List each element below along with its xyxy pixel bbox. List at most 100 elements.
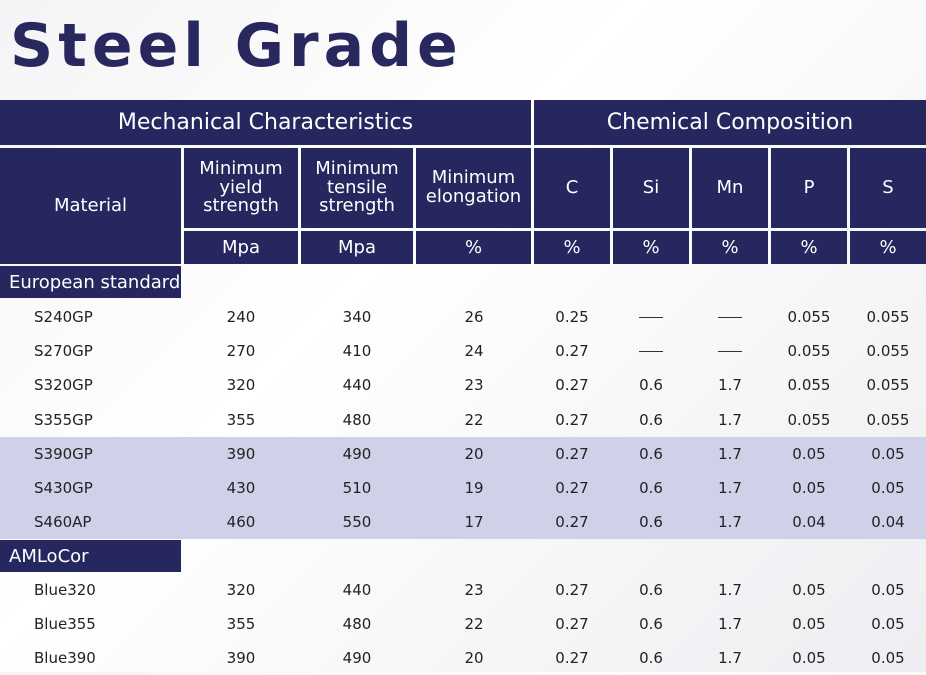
cell-elongation: 22 [464, 411, 484, 429]
cell-p: 0.05 [792, 445, 826, 463]
cell-si: 0.6 [639, 649, 663, 667]
cell-tensile: 550 [342, 513, 372, 531]
cell-c: 0.27 [555, 445, 589, 463]
cell-mn: 1.7 [718, 376, 742, 394]
cell-s: 0.04 [871, 513, 905, 531]
dash-mark [639, 316, 663, 318]
cell-s: 0.055 [866, 308, 910, 326]
cell-elongation: 23 [464, 376, 484, 394]
cell-s: 0.055 [866, 342, 910, 360]
table-row: Blue355 355 480 22 0.27 0.6 1.7 0.05 0.05 [0, 607, 926, 641]
table-row: Blue320 320 440 23 0.27 0.6 1.7 0.05 0.05 [0, 573, 926, 607]
cell-mn: 1.7 [718, 411, 742, 429]
cell-mn: 1.7 [718, 445, 742, 463]
cell-c: 0.27 [555, 615, 589, 633]
unit-mn: % [692, 231, 768, 264]
cell-s: 0.055 [866, 376, 910, 394]
cell-si-empty [611, 334, 691, 368]
cell-yield: 270 [226, 342, 256, 360]
cell-c: 0.25 [555, 308, 589, 326]
table-row: S270GP 270 410 24 0.27 0.055 0.055 [0, 334, 926, 368]
group-header-mechanical: Mechanical Characteristics [0, 100, 531, 145]
cell-yield: 390 [226, 445, 256, 463]
cell-mn: 1.7 [718, 479, 742, 497]
cell-elongation: 22 [464, 615, 484, 633]
cell-si: 0.6 [639, 581, 663, 599]
table-row: S320GP 320 440 23 0.27 0.6 1.7 0.055 0.055 [0, 368, 926, 402]
cell-yield: 320 [226, 581, 256, 599]
cell-s: 0.05 [871, 615, 905, 633]
column-header-p: P [771, 148, 847, 228]
table-row: Blue390 390 490 20 0.27 0.6 1.7 0.05 0.05 [0, 641, 926, 675]
cell-mn: 1.7 [718, 615, 742, 633]
cell-s: 0.05 [871, 445, 905, 463]
column-header-material: Material [0, 148, 181, 264]
table-row: S355GP 355 480 22 0.27 0.6 1.7 0.055 0.055 [0, 403, 926, 437]
cell-tensile: 490 [342, 649, 372, 667]
column-header-si: Si [613, 148, 689, 228]
unit-yield: Mpa [184, 231, 298, 264]
table-header: Mechanical Characteristics Chemical Comp… [0, 100, 926, 264]
unit-s: % [850, 231, 926, 264]
cell-material: Blue390 [34, 649, 96, 667]
cell-si: 0.6 [639, 376, 663, 394]
cell-elongation: 26 [464, 308, 484, 326]
cell-yield: 240 [226, 308, 256, 326]
dash-mark [718, 316, 742, 318]
unit-si: % [613, 231, 689, 264]
cell-p: 0.055 [787, 342, 831, 360]
cell-c: 0.27 [555, 342, 589, 360]
cell-material: S430GP [34, 479, 93, 497]
column-header-s: S [850, 148, 926, 228]
cell-c: 0.27 [555, 479, 589, 497]
cell-yield: 390 [226, 649, 256, 667]
cell-c: 0.27 [555, 513, 589, 531]
cell-yield: 355 [226, 615, 256, 633]
cell-si: 0.6 [639, 479, 663, 497]
cell-si-empty [611, 300, 691, 334]
cell-mn: 1.7 [718, 513, 742, 531]
cell-s: 0.05 [871, 479, 905, 497]
table-row: S460AP 460 550 17 0.27 0.6 1.7 0.04 0.04 [0, 505, 926, 539]
unit-p: % [771, 231, 847, 264]
section-label: AMLoCor [0, 540, 181, 572]
cell-p: 0.05 [792, 615, 826, 633]
cell-mn: 1.7 [718, 649, 742, 667]
cell-elongation: 24 [464, 342, 484, 360]
cell-c: 0.27 [555, 411, 589, 429]
table-row: S390GP 390 490 20 0.27 0.6 1.7 0.05 0.05 [0, 437, 926, 471]
dash-mark [718, 350, 742, 352]
cell-material: S320GP [34, 376, 93, 394]
cell-tensile: 340 [342, 308, 372, 326]
cell-mn: 1.7 [718, 581, 742, 599]
cell-tensile: 480 [342, 411, 372, 429]
cell-tensile: 440 [342, 581, 372, 599]
cell-p: 0.05 [792, 649, 826, 667]
cell-si: 0.6 [639, 411, 663, 429]
cell-si: 0.6 [639, 513, 663, 531]
cell-p: 0.055 [787, 376, 831, 394]
cell-c: 0.27 [555, 649, 589, 667]
table-row: S240GP 240 340 26 0.25 0.055 0.055 [0, 300, 926, 334]
cell-s: 0.05 [871, 649, 905, 667]
cell-material: Blue320 [34, 581, 96, 599]
cell-si: 0.6 [639, 445, 663, 463]
cell-tensile: 510 [342, 479, 372, 497]
section-label: European standard [0, 266, 181, 298]
column-header-yield: Minimum yield strength [184, 148, 298, 228]
cell-tensile: 440 [342, 376, 372, 394]
cell-elongation: 19 [464, 479, 484, 497]
cell-elongation: 20 [464, 445, 484, 463]
cell-elongation: 17 [464, 513, 484, 531]
cell-s: 0.05 [871, 581, 905, 599]
cell-yield: 430 [226, 479, 256, 497]
cell-mn-empty [690, 300, 770, 334]
cell-elongation: 20 [464, 649, 484, 667]
cell-tensile: 480 [342, 615, 372, 633]
cell-material: S355GP [34, 411, 93, 429]
cell-p: 0.05 [792, 479, 826, 497]
unit-tensile: Mpa [301, 231, 413, 264]
table-row: S430GP 430 510 19 0.27 0.6 1.7 0.05 0.05 [0, 471, 926, 505]
column-header-mn: Mn [692, 148, 768, 228]
unit-elongation: % [416, 231, 531, 264]
